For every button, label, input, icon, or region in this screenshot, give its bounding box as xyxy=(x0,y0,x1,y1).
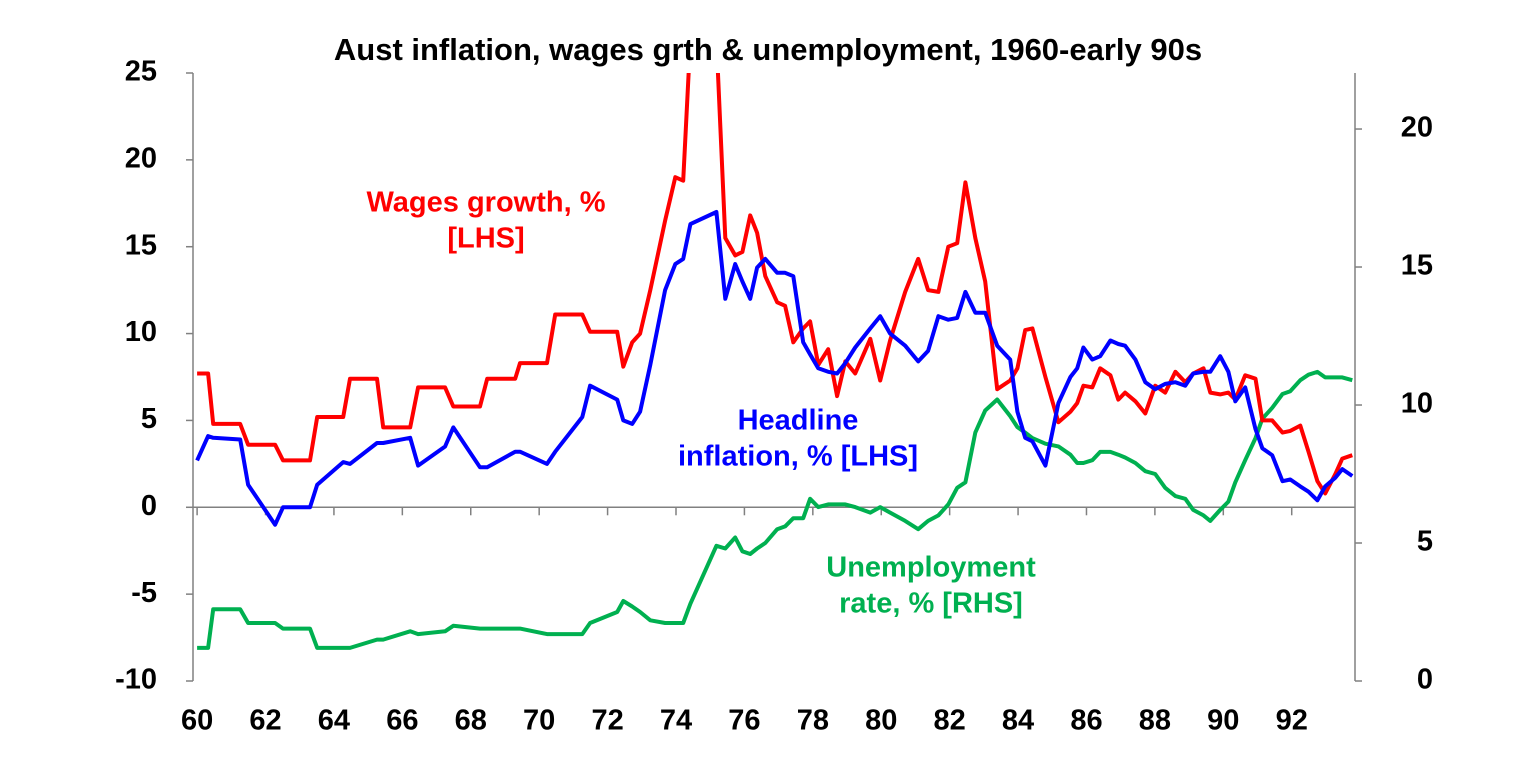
annotation: Unemployment xyxy=(826,552,1036,584)
chart-title: Aust inflation, wages grth & unemploymen… xyxy=(334,32,1202,67)
annotation: [LHS] xyxy=(447,223,524,255)
x-tick-label: 74 xyxy=(660,705,692,737)
x-tick-label: 84 xyxy=(1002,705,1034,737)
annotation: Wages growth, % xyxy=(367,187,606,219)
y-tick-label: 15 xyxy=(125,229,157,261)
y-tick-label: 20 xyxy=(125,143,157,175)
x-tick-label: 64 xyxy=(318,705,350,737)
x-tick-label: 76 xyxy=(728,705,760,737)
x-tick-label: 68 xyxy=(455,705,487,737)
y2-tick-label: 0 xyxy=(1417,664,1433,696)
x-tick-label: 88 xyxy=(1139,705,1171,737)
y-tick-label: 10 xyxy=(125,316,157,348)
x-tick-label: 86 xyxy=(1070,705,1102,737)
line-series xyxy=(195,210,1354,527)
x-tick-label: 78 xyxy=(797,705,829,737)
annotation: rate, % [RHS] xyxy=(839,588,1023,620)
line-series xyxy=(197,369,1353,650)
y-tick-label: 5 xyxy=(141,403,157,435)
x-tick-label: 66 xyxy=(386,705,418,737)
annotation: Headline xyxy=(738,405,859,437)
y-tick-label: -5 xyxy=(131,577,157,609)
x-tick-label: 62 xyxy=(249,705,281,737)
annotation: inflation, % [LHS] xyxy=(678,441,918,473)
x-tick-label: 72 xyxy=(591,705,623,737)
y2-tick-label: 20 xyxy=(1401,112,1433,144)
y-tick-label: 25 xyxy=(125,56,157,88)
x-tick-label: 90 xyxy=(1207,705,1239,737)
y2-tick-label: 10 xyxy=(1401,388,1433,420)
y2-tick-label: 15 xyxy=(1401,250,1433,282)
x-tick-label: 70 xyxy=(523,705,555,737)
x-tick-label: 82 xyxy=(934,705,966,737)
y-tick-label: 0 xyxy=(141,490,157,522)
y-tick-label: -10 xyxy=(115,664,157,696)
x-tick-label: 60 xyxy=(181,705,213,737)
x-tick-label: 80 xyxy=(865,705,897,737)
x-tick-label: 92 xyxy=(1276,705,1308,737)
y2-tick-label: 5 xyxy=(1417,526,1433,558)
line-series xyxy=(197,73,1353,496)
